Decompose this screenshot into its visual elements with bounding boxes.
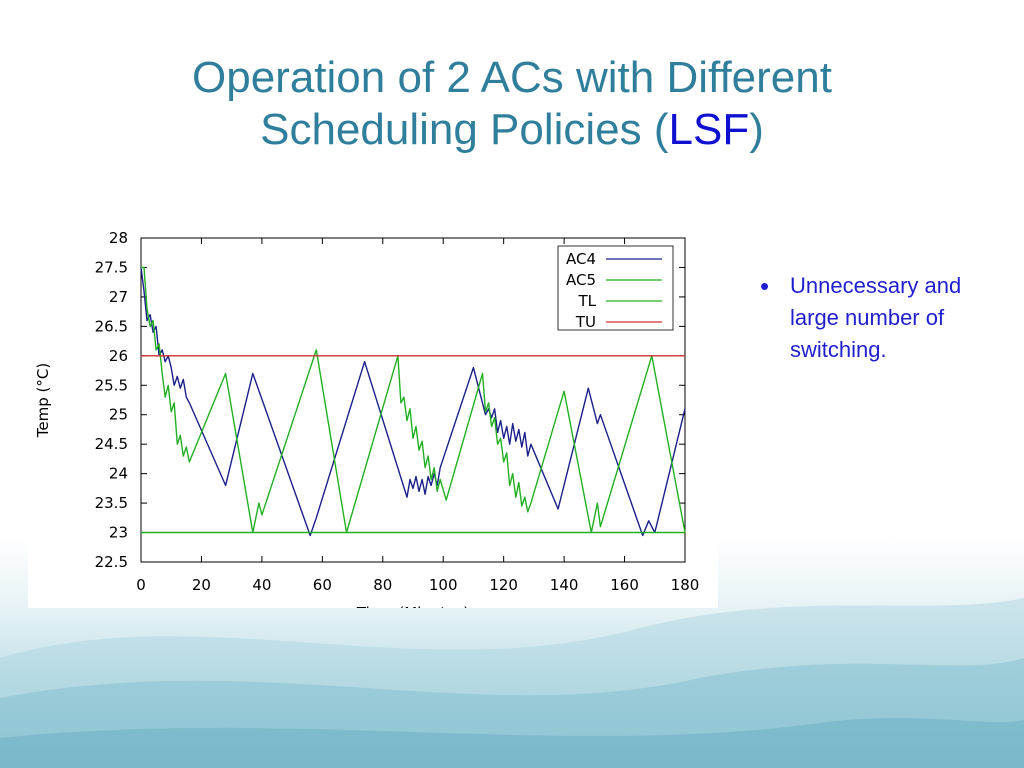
bullet-list: • Unnecessary and large number of switch… [760, 270, 980, 366]
x-tick-label: 60 [313, 576, 332, 594]
y-tick-label: 26 [109, 347, 128, 365]
y-axis-label: Temp (°C) [34, 363, 52, 438]
x-tick-label: 140 [550, 576, 579, 594]
y-tick-label: 28 [109, 229, 128, 247]
x-tick-label: 120 [489, 576, 518, 594]
y-tick-label: 23.5 [95, 494, 128, 512]
y-tick-label: 24 [109, 465, 128, 483]
series-line-ac5 [141, 266, 686, 534]
y-tick-label: 22.5 [95, 553, 128, 571]
x-tick-label: 40 [252, 576, 271, 594]
legend-label-tl: TL [577, 292, 596, 310]
x-tick-label: 160 [610, 576, 639, 594]
slide-title: Operation of 2 ACs with Different Schedu… [112, 52, 912, 156]
legend-label-ac4: AC4 [566, 250, 596, 268]
chart-svg: 0 20 40 60 80 100 120 140 160 180 22.5 23 23.5 24 24.5… [34, 229, 700, 608]
plot-frame [140, 237, 686, 563]
x-axis-label: Time (Minutes) [356, 604, 469, 608]
series-line-ac4 [140, 267, 686, 537]
bullet-text: Unnecessary and large number of switchin… [790, 273, 962, 362]
title-accent: LSF [668, 105, 750, 154]
y-tick-label: 25.5 [95, 376, 128, 394]
legend-label-tu: TU [575, 313, 596, 331]
bullet-item: • Unnecessary and large number of switch… [760, 270, 980, 366]
y-tick-label: 25 [109, 406, 128, 424]
title-close: ) [749, 105, 764, 154]
bullet-dot-icon: • [760, 271, 770, 301]
temperature-chart: 0 20 40 60 80 100 120 140 160 180 22.5 23 23.5 24 24.5… [28, 226, 718, 608]
x-tick-label: 180 [671, 576, 700, 594]
x-tick-label: 80 [373, 576, 392, 594]
legend-box [557, 245, 674, 331]
title-main: Operation of 2 ACs with Different Schedu… [192, 53, 832, 154]
x-tick-label: 100 [429, 576, 458, 594]
legend-label-ac5: AC5 [566, 271, 596, 289]
y-tick-label: 24.5 [95, 435, 128, 453]
y-tick-label: 27.5 [95, 258, 128, 276]
x-tick-label: 0 [136, 576, 146, 594]
y-tick-label: 27 [109, 288, 128, 306]
x-tick-label: 20 [192, 576, 211, 594]
y-tick-label: 26.5 [95, 317, 128, 335]
y-tick-label: 23 [109, 524, 128, 542]
